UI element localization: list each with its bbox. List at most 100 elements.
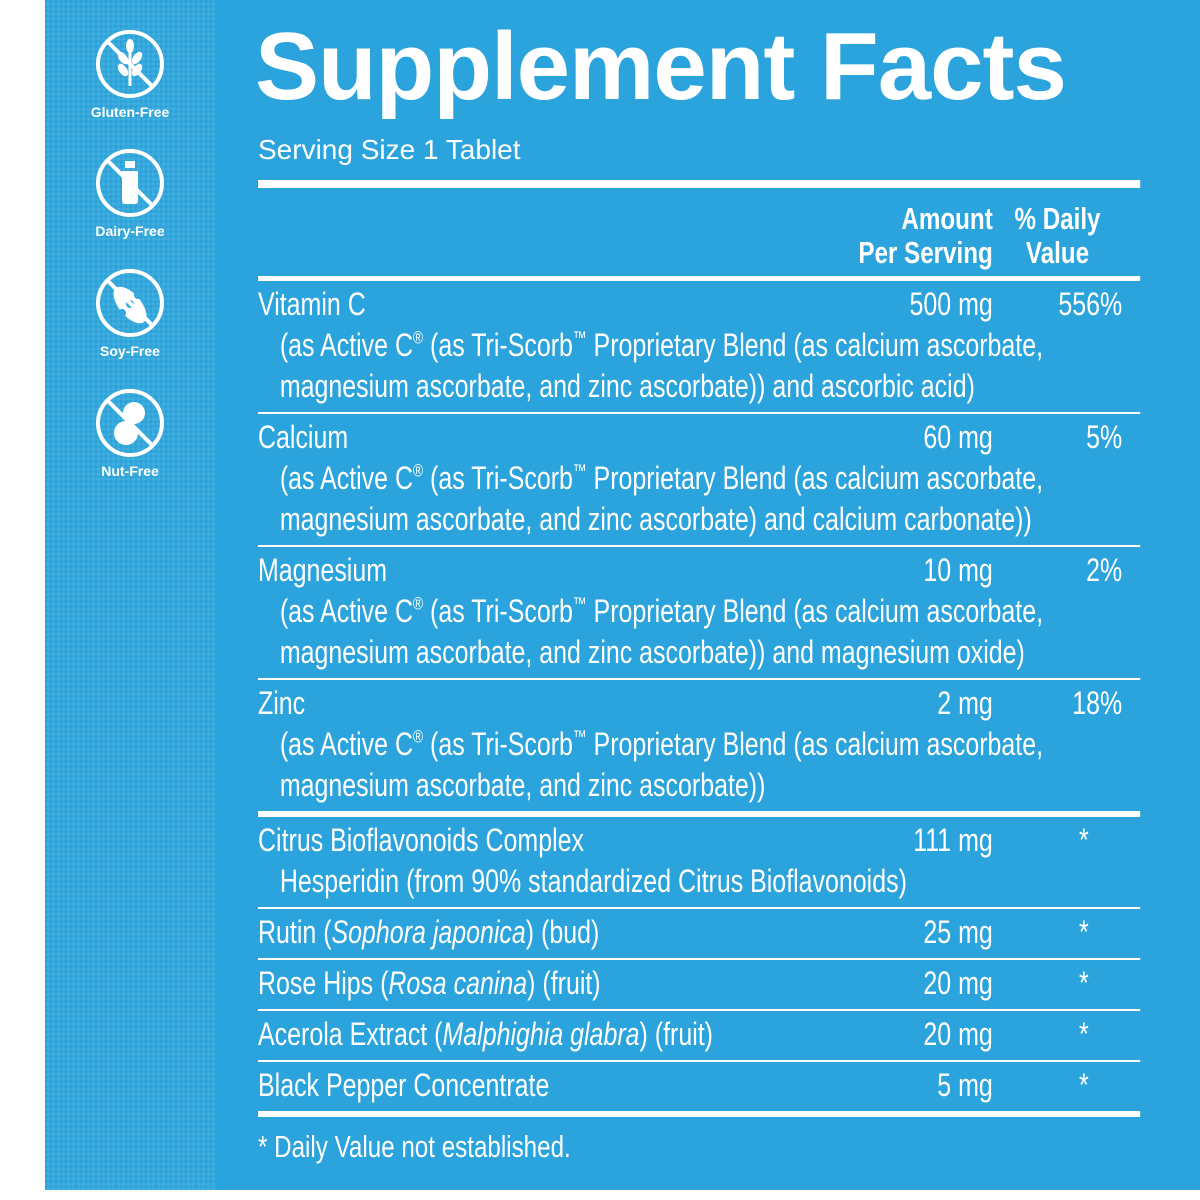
- text-segment: Proprietary Blend (as calcium ascorbate,: [586, 593, 1044, 629]
- nutrient-name: Vitamin C: [258, 284, 821, 325]
- description-line: Hesperidin (from 90% standardized Citrus…: [258, 861, 1122, 902]
- description-line: magnesium ascorbate, and zinc ascorbate)…: [258, 765, 1122, 806]
- daily-value: 5%: [1086, 419, 1123, 455]
- soy-free-icon: [96, 269, 164, 337]
- text-segment: magnesium ascorbate, and zinc ascorbate)…: [279, 634, 1025, 670]
- nutrient-name: Black Pepper Concentrate: [258, 1065, 821, 1106]
- amount: 60 mg: [923, 419, 993, 455]
- text-segment: Rutin (: [258, 914, 332, 950]
- badge-label: Dairy-Free: [95, 223, 165, 239]
- text-segment: (as Active C: [279, 726, 414, 762]
- text-segment: magnesium ascorbate, and zinc ascorbate)…: [279, 368, 975, 404]
- nutrient-row: Rose Hips (Rosa canina) (fruit) 20 mg *: [258, 960, 1141, 1011]
- nutrient-name: Citrus Bioflavonoids Complex: [258, 820, 821, 861]
- text-segment: (as Tri-Scorb: [423, 726, 573, 762]
- nutrient-row: Vitamin C 500 mg 556% (as Active C® (as Tri…: [258, 281, 1141, 414]
- spacer: [258, 202, 790, 270]
- daily-value: *: [1078, 965, 1089, 1001]
- nutrient-name: Acerola Extract (Malphighia glabra) (fru…: [258, 1014, 821, 1055]
- daily-value: 2%: [1086, 552, 1123, 588]
- amount: 111 mg: [913, 822, 993, 858]
- text-segment: (as Tri-Scorb: [423, 593, 573, 629]
- superscript: ®: [413, 593, 424, 614]
- superscript: ™: [572, 460, 587, 481]
- superscript: ®: [413, 460, 424, 481]
- superscript: ™: [572, 726, 587, 747]
- description-line: magnesium ascorbate, and zinc ascorbate)…: [258, 632, 1122, 673]
- nutrient-row: Citrus Bioflavonoids Complex 111 mg * Hespe…: [258, 817, 1141, 909]
- amount: 20 mg: [923, 965, 993, 1001]
- badge: Gluten-Free: [45, 28, 215, 120]
- text-segment: ) (bud): [525, 914, 600, 950]
- superscript: ™: [572, 327, 587, 348]
- badge-label: Soy-Free: [100, 343, 160, 359]
- daily-value: *: [1078, 822, 1089, 858]
- text-segment: Hesperidin (from 90% standardized Citrus…: [279, 863, 907, 899]
- nutrient-name: Rose Hips (Rosa canina) (fruit): [258, 963, 821, 1004]
- daily-value: *: [1078, 914, 1089, 950]
- nutrient-name: Calcium: [258, 417, 821, 458]
- amount: 25 mg: [923, 914, 993, 950]
- badge-label: Nut-Free: [101, 463, 159, 479]
- nutrient-name: Zinc: [258, 683, 821, 724]
- daily-value: 556%: [1058, 286, 1123, 322]
- header-row: Amount Per Serving % Daily Value: [258, 188, 1141, 281]
- nutrient-row: Black Pepper Concentrate 5 mg *: [258, 1062, 1141, 1117]
- facts-table: Amount Per Serving % Daily Value Vitamin…: [258, 180, 1141, 1167]
- text-segment: Acerola Extract (: [258, 1016, 443, 1052]
- superscript: ®: [413, 327, 424, 348]
- nutrient-row: Magnesium 10 mg 2% (as Active C® (as Tri-Sc…: [258, 547, 1141, 680]
- amount: 20 mg: [923, 1016, 993, 1052]
- badge: Nut-Free: [45, 387, 215, 479]
- text-segment: Proprietary Blend (as calcium ascorbate,: [586, 327, 1044, 363]
- amount: 10 mg: [923, 552, 993, 588]
- description-line: (as Active C® (as Tri-Scorb™ Proprietary…: [258, 458, 1122, 499]
- italic-segment: Malphighia glabra: [442, 1016, 640, 1052]
- daily-value: *: [1078, 1067, 1089, 1103]
- text-segment: (as Tri-Scorb: [423, 327, 573, 363]
- background: [45, 0, 1200, 1190]
- text-segment: (as Active C: [279, 593, 414, 629]
- description-line: (as Active C® (as Tri-Scorb™ Proprietary…: [258, 724, 1122, 765]
- header-line: Amount: [901, 201, 993, 236]
- amount: 2 mg: [937, 685, 993, 721]
- text-segment: Magnesium: [258, 552, 388, 588]
- header-line: Per Serving: [858, 235, 993, 270]
- serving-size: Serving Size 1 Tablet: [258, 134, 521, 165]
- text-segment: Citrus Bioflavonoids Complex: [258, 822, 585, 858]
- badge-label: Gluten-Free: [90, 104, 170, 120]
- nutrient-name: Rutin (Sophora japonica) (bud): [258, 912, 821, 953]
- nutrient-row: Acerola Extract (Malphighia glabra) (fru…: [258, 1011, 1141, 1062]
- nutrient-row: Rutin (Sophora japonica) (bud) 25 mg *: [258, 909, 1141, 960]
- description-line: (as Active C® (as Tri-Scorb™ Proprietary…: [258, 591, 1122, 632]
- amount: 5 mg: [937, 1067, 993, 1103]
- text-segment: Proprietary Blend (as calcium ascorbate,: [586, 460, 1044, 496]
- nutrient-row: Zinc 2 mg 18% (as Active C® (as Tri-Scorb™ …: [258, 680, 1141, 817]
- footnote: * Daily Value not established.: [258, 1129, 571, 1164]
- superscript: ™: [572, 593, 587, 614]
- header-line: Value: [1025, 235, 1090, 270]
- daily-value-header: % Daily Value: [993, 202, 1122, 270]
- text-segment: Calcium: [258, 419, 349, 455]
- dairy-free-icon: [96, 149, 164, 217]
- text-segment: magnesium ascorbate, and zinc ascorbate)…: [279, 501, 1032, 537]
- text-segment: (as Tri-Scorb: [423, 460, 573, 496]
- gluten-free-icon: [96, 30, 164, 98]
- nutrient-name: Magnesium: [258, 550, 821, 591]
- text-segment: magnesium ascorbate, and zinc ascorbate)…: [279, 767, 766, 803]
- text-segment: Proprietary Blend (as calcium ascorbate,: [586, 726, 1044, 762]
- description-line: magnesium ascorbate, and zinc ascorbate)…: [258, 499, 1122, 540]
- superscript: ®: [413, 726, 424, 747]
- rows: Vitamin C 500 mg 556% (as Active C® (as Tri…: [258, 281, 1141, 1117]
- text-segment: Black Pepper Concentrate: [258, 1067, 550, 1103]
- daily-value: *: [1078, 1016, 1089, 1052]
- text-segment: Vitamin C: [258, 286, 366, 322]
- text-segment: ) (fruit): [527, 965, 601, 1001]
- text-segment: Rose Hips (: [258, 965, 389, 1001]
- description-line: magnesium ascorbate, and zinc ascorbate)…: [258, 366, 1122, 407]
- amount-header: Amount Per Serving: [790, 201, 993, 270]
- description-line: (as Active C® (as Tri-Scorb™ Proprietary…: [258, 325, 1122, 366]
- rule: [258, 180, 1141, 188]
- nutrient-row: Calcium 60 mg 5% (as Active C® (as Tri-Scor…: [258, 414, 1141, 547]
